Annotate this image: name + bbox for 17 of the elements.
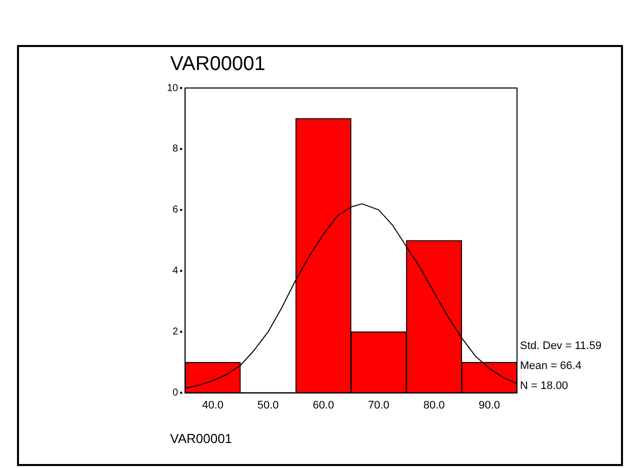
y-tick-label: 4 bbox=[172, 266, 179, 277]
text: Mean = 66.4 bbox=[520, 360, 582, 372]
x-tick-label: 80.0 bbox=[423, 399, 445, 412]
y-tick-label: 10 bbox=[167, 82, 179, 94]
y-tick-label: 8 bbox=[172, 144, 179, 155]
x-tick-label: 90.0 bbox=[478, 399, 500, 412]
x-tick-label: 50.0 bbox=[257, 399, 279, 412]
x-axis-title: VAR00001 bbox=[170, 430, 232, 446]
x-tick-label: 70.0 bbox=[368, 399, 390, 412]
text: Std. Dev = 11.59 bbox=[520, 340, 602, 352]
chart-title: VAR00001 bbox=[170, 53, 266, 75]
y-tick-label: 2 bbox=[172, 326, 179, 338]
y-tick-label: 6 bbox=[172, 204, 179, 216]
x-tick-label: 60.0 bbox=[312, 399, 334, 412]
y-tick-label: 0 bbox=[172, 388, 179, 399]
x-tick-label: 40.0 bbox=[202, 399, 224, 412]
text: N = 18.00 bbox=[520, 380, 568, 392]
